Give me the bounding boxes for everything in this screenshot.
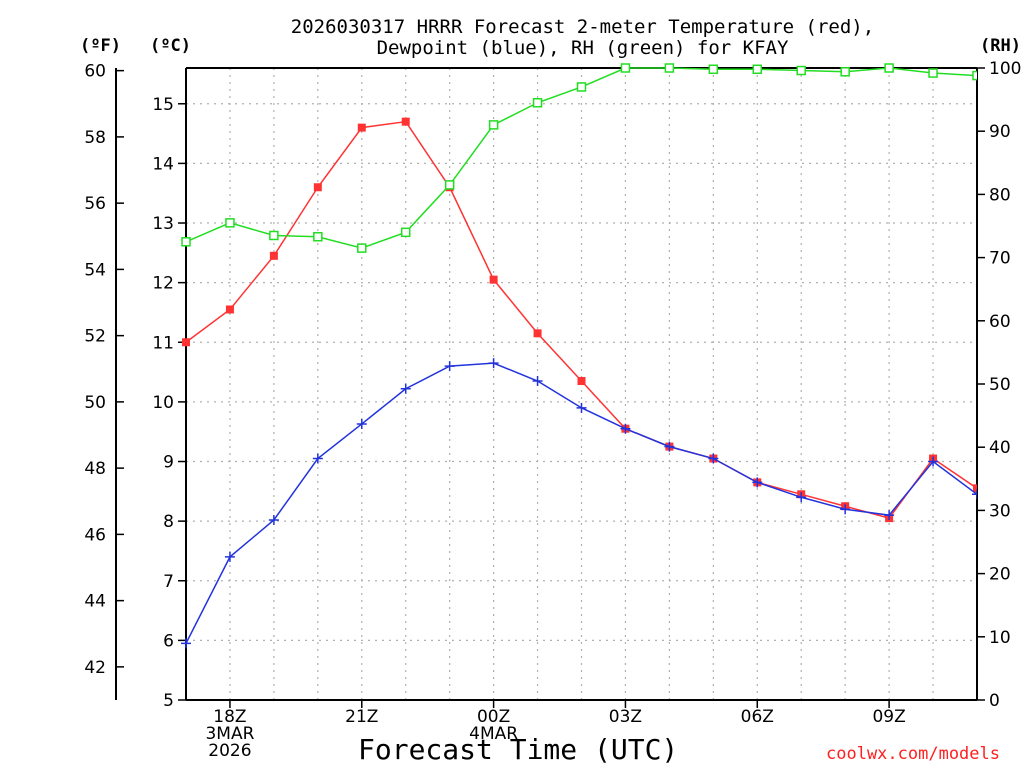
chart-title-line-2: Dewpoint (blue), RH (green) for KFAY (376, 37, 789, 59)
celsius-tick-label: 11 (152, 333, 174, 353)
fahrenheit-tick-label: 58 (84, 128, 106, 148)
fahrenheit-tick-label: 54 (84, 260, 106, 280)
temperature-point (577, 377, 586, 386)
temperature-point (489, 275, 498, 284)
dewpoint-point (312, 453, 323, 464)
temperature-point (269, 251, 278, 260)
x-tick-label: 00Z (477, 707, 510, 727)
rh-point (840, 67, 850, 77)
x-tick-label: 2026 (208, 741, 251, 761)
rh-point (357, 243, 367, 253)
rh-tick-label: 40 (989, 438, 1011, 458)
x-tick-label: 4MAR (469, 724, 518, 744)
temperature-point (401, 117, 410, 126)
temperature-point (225, 305, 234, 314)
rh-point (488, 120, 499, 130)
dewpoint-point (664, 441, 675, 452)
celsius-tick-label: 15 (152, 95, 174, 115)
rh-tick-label: 0 (989, 691, 1000, 711)
dewpoint-point (268, 514, 279, 525)
rh-point (444, 180, 455, 190)
dewpoint-point (444, 361, 455, 372)
celsius-tick-label: 8 (163, 512, 174, 532)
dewpoint-point (752, 477, 763, 488)
rh-series-line (185, 67, 977, 249)
temperature-point (313, 183, 322, 192)
fahrenheit-tick-label: 42 (84, 658, 106, 678)
x-axis-title: Forecast Time (UTC) (358, 733, 679, 766)
fahrenheit-tick-label: 56 (84, 194, 106, 214)
rh-tick-label: 70 (989, 249, 1011, 269)
temperature-point (182, 338, 190, 347)
rh-point (620, 63, 631, 73)
rh-tick-label: 100 (989, 59, 1021, 79)
rh-point (928, 68, 938, 78)
rh-tick-label: 20 (989, 565, 1011, 585)
dewpoint-point (356, 418, 367, 429)
rh-point (576, 82, 587, 92)
temperature-point (973, 484, 977, 493)
chart-title-line-1: 2026030317 HRRR Forecast 2-meter Tempera… (290, 16, 875, 38)
dewpoint-point (576, 402, 587, 413)
celsius-tick-label: 10 (152, 393, 174, 413)
celsius-tick-label: 7 (163, 572, 174, 592)
rh-tick-label: 10 (989, 628, 1011, 648)
dewpoint-point (708, 453, 719, 464)
fahrenheit-tick-label: 52 (84, 327, 106, 347)
rh-point (225, 218, 235, 228)
rh-tick-label: 80 (989, 185, 1011, 205)
rh-point (796, 65, 806, 76)
rh-tick-label: 50 (989, 375, 1011, 395)
dewpoint-point (972, 489, 977, 500)
celsius-tick-label: 13 (152, 214, 174, 234)
celsius-unit-label: (ºC) (150, 36, 191, 56)
dewpoint-point (928, 456, 939, 467)
dewpoint-point (840, 504, 851, 515)
rh-point (269, 230, 279, 241)
dewpoint-point (532, 376, 543, 387)
rh-point (532, 98, 543, 108)
rh-point (400, 227, 411, 238)
rh-point (181, 237, 191, 247)
x-tick-label: 21Z (345, 707, 378, 727)
fahrenheit-tick-label: 50 (84, 393, 106, 413)
dewpoint-point (224, 551, 235, 562)
x-tick-label: 06Z (741, 707, 774, 727)
rh-point (313, 231, 323, 242)
x-tick-label: 3MAR (205, 724, 254, 744)
celsius-tick-label: 6 (163, 631, 174, 651)
x-tick-label: 03Z (609, 707, 642, 727)
rh-point (664, 63, 675, 73)
dewpoint-point (400, 383, 411, 394)
fahrenheit-unit-label: (ºF) (80, 36, 121, 56)
rh-unit-label: (RH) (980, 36, 1021, 56)
rh-tick-label: 90 (989, 122, 1011, 142)
temperature-point (357, 123, 366, 132)
rh-point (972, 70, 977, 81)
rh-point (752, 64, 763, 75)
fahrenheit-tick-label: 46 (84, 525, 106, 545)
dewpoint-point (181, 638, 191, 649)
rh-tick-label: 60 (989, 312, 1011, 332)
rh-tick-label: 30 (989, 501, 1011, 521)
celsius-tick-label: 5 (163, 691, 174, 711)
rh-point (884, 63, 894, 73)
fahrenheit-tick-label: 44 (84, 592, 106, 612)
temperature-point (533, 329, 542, 338)
dewpoint-point (488, 358, 499, 369)
fahrenheit-tick-label: 60 (84, 62, 106, 82)
celsius-tick-label: 12 (152, 274, 174, 294)
dewpoint-point (884, 510, 895, 521)
celsius-tick-label: 14 (152, 154, 174, 174)
x-tick-label: 09Z (872, 707, 905, 727)
source-credit: coolwx.com/models (826, 744, 1000, 764)
fahrenheit-tick-label: 48 (84, 459, 106, 479)
celsius-tick-label: 9 (163, 453, 174, 473)
dewpoint-point (620, 423, 631, 434)
dewpoint-point (796, 492, 807, 503)
x-tick-label: 18Z (213, 707, 246, 727)
rh-point (708, 64, 719, 75)
